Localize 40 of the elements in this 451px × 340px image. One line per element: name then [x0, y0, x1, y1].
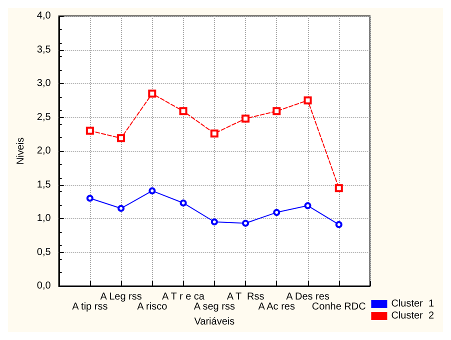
y-tick-label: 2,5 [36, 112, 52, 123]
point [242, 220, 250, 227]
y-tick-label: 4,0 [36, 10, 52, 22]
x-tick-label: Conhe RDC [312, 302, 366, 312]
y-axis-title: Niveis [16, 137, 26, 165]
x-tick-label: A Leg rss [100, 292, 142, 302]
y-tick-label: 1,0 [36, 213, 52, 224]
legend-label: Cluster 1 [391, 298, 434, 310]
x-axis-title: Variáveis [194, 316, 235, 328]
point [118, 204, 125, 212]
x-tick-label: A T r e ca [162, 292, 205, 302]
y-tick-label: 0,5 [36, 246, 52, 258]
y-tick-label: 2,0 [36, 146, 52, 156]
x-tick-label: A tip rss [72, 302, 108, 312]
point [180, 199, 187, 206]
point [86, 194, 94, 202]
x-tick-label: A seg rss [194, 302, 235, 312]
point [210, 218, 218, 226]
point [242, 114, 250, 123]
point [86, 126, 94, 135]
legend-label: Cluster 2 [391, 310, 434, 322]
point [335, 221, 342, 228]
x-tick-label: A T Rss [226, 292, 264, 302]
point [304, 202, 312, 210]
point [179, 107, 188, 116]
x-tick-label: A Des res [286, 292, 330, 302]
y-tick-label: 1,5 [36, 179, 52, 190]
point [304, 96, 312, 104]
x-tick-label: A Ac res [258, 302, 295, 312]
point [148, 187, 156, 194]
point [334, 184, 343, 192]
x-tick-label: A risco [137, 302, 168, 312]
y-tick-label: 0,0 [36, 280, 52, 292]
y-tick-label: 3,0 [36, 78, 52, 89]
point [210, 129, 218, 138]
point [117, 134, 126, 142]
y-tick-label: 3,5 [36, 44, 52, 56]
point [273, 208, 280, 216]
point [148, 90, 156, 98]
point [272, 107, 281, 116]
